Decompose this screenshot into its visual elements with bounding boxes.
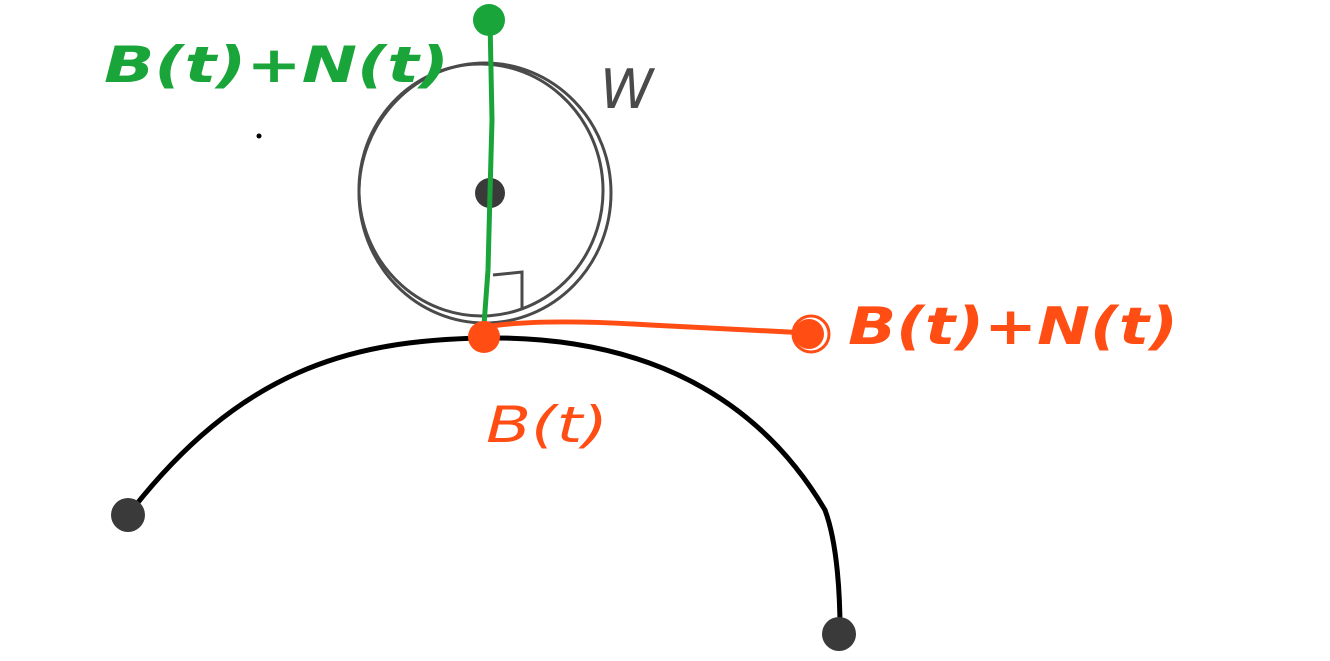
- label-curve-point: B(t): [486, 396, 608, 454]
- normal-line-green: [481, 17, 495, 328]
- orange-offset-point: [794, 319, 824, 349]
- orange-offset-point-ring: [791, 314, 831, 354]
- curve-end-point: [822, 617, 856, 651]
- bezier-curve: [125, 335, 843, 633]
- green-offset-point: [473, 4, 505, 36]
- curve-start-point: [111, 498, 145, 532]
- stray-dot: [256, 133, 262, 139]
- offset-line-orange: [481, 319, 811, 336]
- curve-point: [468, 321, 500, 353]
- label-circle-w: W: [600, 58, 656, 121]
- label-green-offset: B(t)+N(t): [104, 36, 449, 94]
- right-angle-marker: [492, 270, 524, 310]
- label-orange-offset: B(t)+N(t): [848, 297, 1178, 357]
